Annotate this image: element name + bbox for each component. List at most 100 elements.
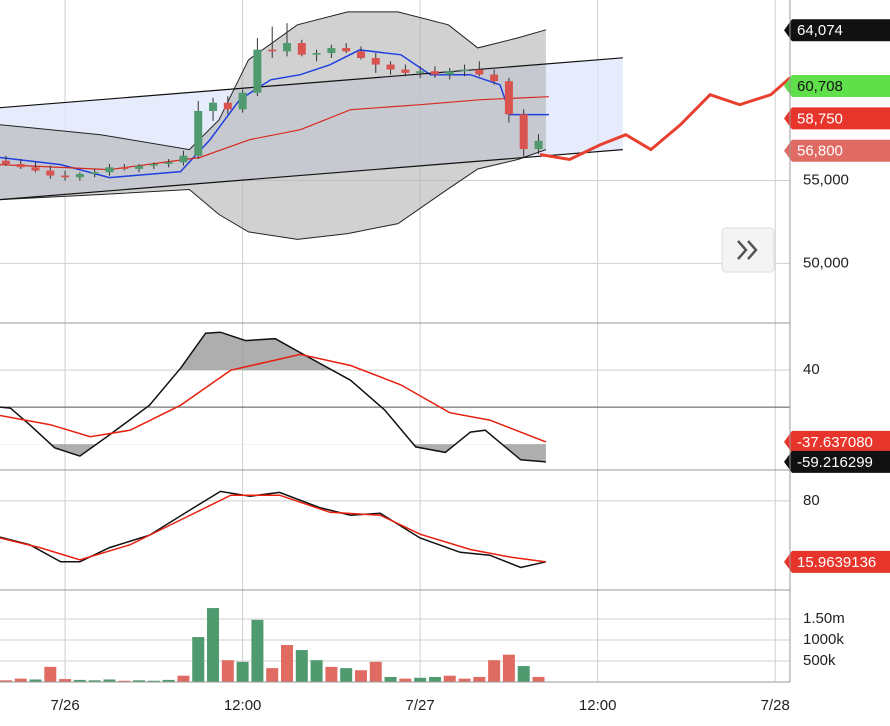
candle-body — [253, 49, 262, 93]
candle-body — [430, 71, 439, 75]
candle-body — [61, 175, 70, 178]
x-tick-label: 7/27 — [406, 697, 435, 714]
candle-body — [416, 71, 425, 73]
price-label-box — [784, 107, 890, 130]
axis-labels: 7/26 12:00 7/27 12:00 7/28 50,000 55,000 64,074… — [50, 19, 890, 714]
price-label-text: 56,800 — [797, 143, 843, 160]
price-label-text: -59.216299 — [797, 454, 873, 471]
candle-body — [475, 69, 484, 75]
candle-body — [504, 81, 513, 115]
scroll-button[interactable] — [721, 227, 775, 273]
price-label-box — [784, 430, 890, 453]
volume-bar — [73, 679, 86, 682]
candle-body — [356, 51, 365, 58]
panel — [0, 11, 790, 264]
price-label: 15.9639136 — [784, 550, 890, 573]
candle-body — [16, 163, 25, 168]
volume-bar — [236, 661, 249, 682]
volume-bar — [0, 680, 12, 682]
indicator-line — [0, 149, 623, 201]
y-tick-label: 55,000 — [803, 172, 849, 189]
volume-bar — [354, 670, 367, 682]
price-label-text: 58,750 — [797, 110, 843, 127]
price-label: -59.216299 — [784, 450, 890, 473]
volume-bar — [325, 666, 338, 682]
scroll-button-bg[interactable] — [721, 227, 775, 273]
price-label-text: -37.637080 — [797, 434, 873, 451]
x-tick-label: 12:00 — [224, 697, 262, 714]
volume-bar — [428, 676, 441, 682]
candle-body — [75, 173, 84, 178]
volume-bar — [295, 650, 308, 682]
scroll-button-icon[interactable] — [737, 240, 758, 260]
volume-bar — [192, 637, 205, 682]
price-label: 58,750 — [784, 107, 890, 130]
volume-bar — [266, 668, 279, 682]
candle-body — [31, 167, 40, 171]
volume-bar — [44, 666, 57, 682]
candle-body — [223, 102, 232, 110]
volume-bar — [118, 680, 131, 682]
price-label-text: 60,708 — [797, 78, 843, 95]
volume-bar — [207, 608, 220, 682]
volume-bar — [473, 676, 486, 682]
volume-bar — [147, 680, 160, 682]
candle-body — [164, 162, 173, 164]
indicator-line — [0, 494, 547, 563]
band-fill — [0, 11, 546, 240]
volume-bar — [251, 619, 264, 682]
candle-body — [1, 160, 10, 164]
volume-bar — [488, 660, 501, 682]
candle-body — [327, 48, 336, 54]
price-label-box — [784, 450, 890, 473]
volume-bar — [458, 678, 471, 682]
threshold-fill — [0, 444, 546, 462]
candle-body — [342, 48, 351, 52]
candle-body — [194, 110, 203, 156]
candle-body — [268, 49, 277, 52]
candle-body — [386, 64, 395, 70]
volume-bar — [399, 678, 412, 682]
y-tick-label: 1000k — [803, 631, 844, 648]
volume-bar — [59, 679, 72, 682]
volume-bar — [532, 676, 545, 682]
volume-bar — [443, 675, 456, 682]
candle-body — [312, 53, 321, 55]
volume-bar — [177, 675, 190, 682]
volume-bar — [517, 666, 530, 682]
y-tick-label: 500k — [803, 652, 836, 669]
candle-body — [179, 155, 188, 163]
panel — [0, 490, 790, 569]
volume-bar — [340, 668, 353, 682]
volume-bar — [29, 679, 42, 682]
indicator-line — [0, 490, 547, 569]
volume-bar — [103, 679, 116, 682]
candle-body — [401, 69, 410, 73]
band-line — [0, 149, 547, 240]
indicator-line — [539, 76, 790, 162]
y-tick-label: 50,000 — [803, 254, 849, 271]
price-label: 64,074 — [784, 19, 890, 42]
price-label-box — [784, 139, 890, 162]
candle-body — [445, 71, 454, 75]
panel — [0, 608, 790, 682]
volume-bar — [14, 678, 27, 682]
indicator-line — [0, 331, 546, 463]
price-label: 56,800 — [784, 139, 890, 162]
volume-bar — [414, 677, 427, 682]
volume-bar — [281, 645, 294, 682]
candle-body — [135, 165, 144, 169]
candle-body — [283, 43, 292, 52]
y-tick-label: 1.50m — [803, 610, 845, 627]
y-tick-label: 80 — [803, 492, 820, 509]
volume-bar — [133, 680, 146, 682]
x-tick-label: 7/26 — [50, 697, 79, 714]
candle-body — [149, 163, 158, 166]
price-label-box — [784, 550, 890, 573]
panel — [0, 331, 790, 463]
candle-body — [534, 140, 543, 150]
indicator-line — [0, 49, 549, 179]
candle-body — [490, 74, 499, 82]
